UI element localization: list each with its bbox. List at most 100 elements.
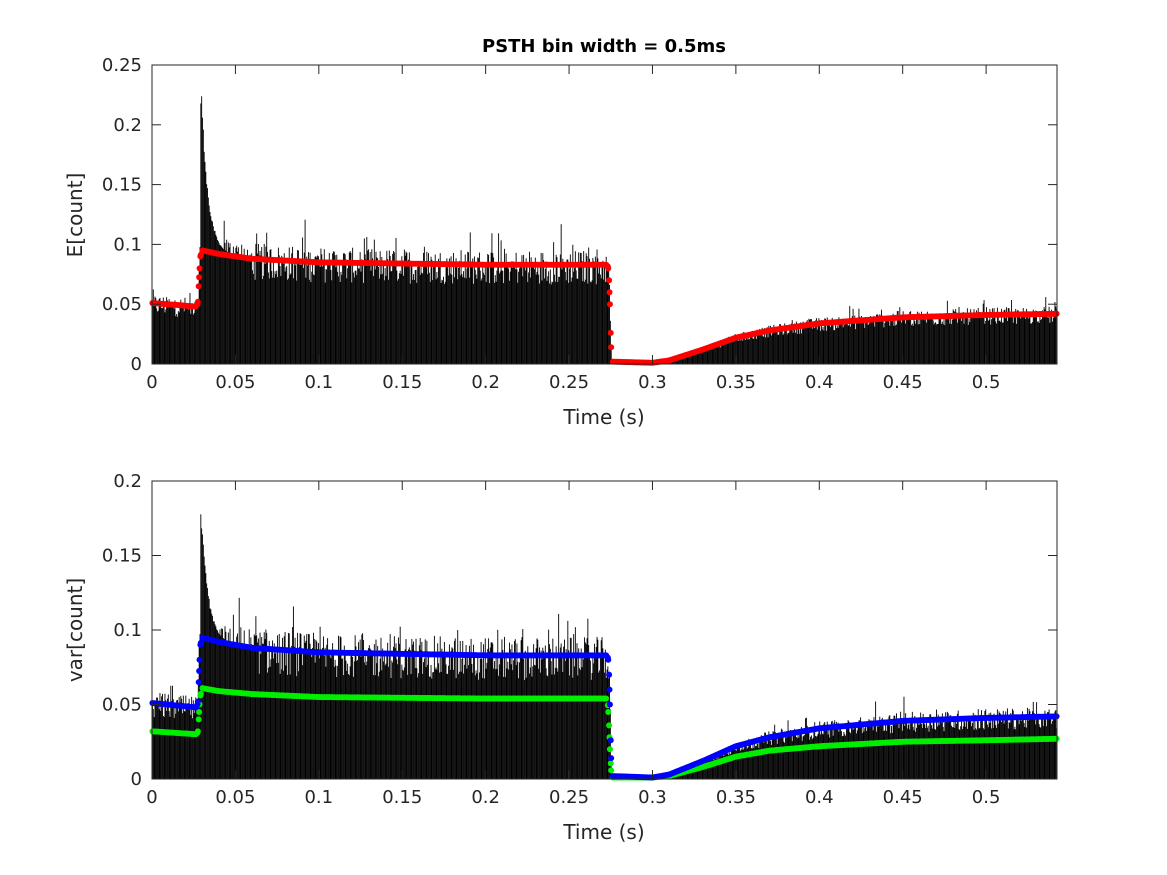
histogram-bar [223,639,225,779]
histogram-bar [875,701,877,779]
histogram-bar [553,242,555,364]
histogram-bar [833,722,835,779]
histogram-bar [394,648,396,779]
histogram-bar [953,718,955,779]
histogram-bar [222,247,223,364]
histogram-bar [537,266,539,364]
histogram-bar [495,281,497,364]
histogram-bar [456,265,458,364]
histogram-bar [342,658,344,779]
histogram-bar [848,325,850,364]
histogram-bar [972,712,974,779]
histogram-bar [455,678,457,779]
histogram-bar [181,302,183,364]
histogram-bar [1001,722,1003,779]
histogram-bar [226,640,228,779]
histogram-bar [816,735,818,779]
histogram-bar [997,723,999,779]
histogram-bar [795,737,797,779]
histogram-bar [222,248,224,364]
histogram-bar [691,352,693,364]
histogram-bar [225,250,227,364]
histogram-bar [926,322,927,364]
histogram-bar [719,752,721,779]
histogram-bar [390,271,392,364]
histogram-bar [335,267,337,364]
histogram-bar [485,668,487,779]
histogram-bar [1033,712,1035,779]
histogram-bar [320,248,322,364]
histogram-bar [188,303,190,364]
histogram-bar [759,328,761,364]
histogram-bar [212,615,213,779]
histogram-bar [989,309,991,364]
histogram-bar [768,325,770,364]
histogram-bar [876,314,877,364]
histogram-bar [1010,313,1012,364]
histogram-bar [241,244,243,364]
histogram-bar [728,336,730,364]
histogram-bar [423,662,424,779]
histogram-bar [263,632,265,779]
histogram-bar [966,728,968,779]
histogram-bar [733,749,735,779]
histogram-bar [830,721,832,779]
histogram-bar [996,307,998,364]
histogram-bar [248,629,250,779]
histogram-bar [1037,321,1039,364]
histogram-bar [388,279,389,364]
histogram-bar [836,728,838,779]
histogram-bar [440,282,442,364]
histogram-bar [818,318,820,364]
histogram-bar [893,715,895,779]
histogram-bar [246,257,248,364]
histogram-bar [948,313,950,364]
histogram-bar [886,316,887,364]
histogram-bar [282,263,284,364]
histogram-bar [751,748,753,779]
histogram-bar [418,673,419,779]
histogram-bar [590,679,592,779]
histogram-bar [907,724,909,779]
histogram-bar [702,351,704,364]
histogram-bar [864,728,866,779]
histogram-bar [598,672,600,779]
histogram-bar [550,284,552,364]
histogram-bar [547,676,549,779]
histogram-bar [924,320,926,364]
histogram-bar [961,721,962,779]
histogram-bar [840,727,842,779]
histogram-bar [550,661,552,779]
histogram-bar [484,263,486,364]
histogram-bar [999,320,1001,364]
histogram-bar [395,237,397,364]
histogram-bar [888,716,890,779]
histogram-bar [343,675,344,779]
histogram-bar [309,252,311,364]
histogram-bar [419,638,421,779]
histogram-bar [427,664,429,779]
histogram-bar [1038,322,1040,364]
histogram-bar [464,653,466,779]
histogram-bar [330,270,332,364]
histogram-bar [533,644,535,779]
histogram-bar [591,280,593,364]
histogram-bar [378,278,380,364]
histogram-bar [247,258,249,364]
histogram-bar [448,275,450,364]
histogram-bar [512,267,514,364]
histogram-bar [840,323,842,364]
histogram-bar [891,319,892,364]
histogram-bar [725,343,727,364]
histogram-bar [408,252,410,364]
histogram-bar [216,629,218,779]
histogram-bar [262,643,264,779]
histogram-bar [873,717,875,779]
histogram-bar [605,256,607,364]
histogram-bar [780,737,781,779]
histogram-bar [543,260,545,364]
histogram-bar [952,727,954,779]
histogram-bar [730,338,732,364]
histogram-bar [700,351,701,364]
histogram-bar [850,726,852,779]
